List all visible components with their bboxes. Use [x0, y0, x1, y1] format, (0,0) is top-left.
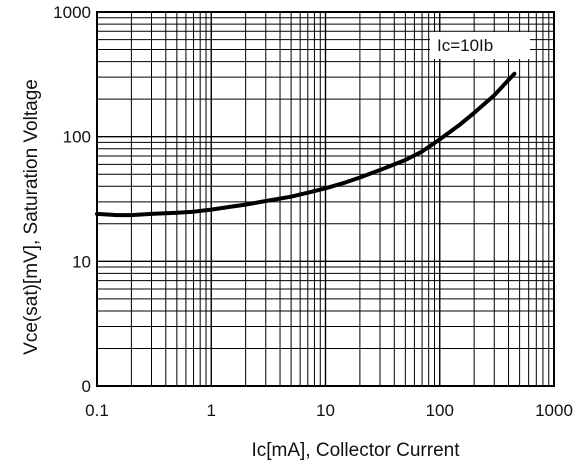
legend-label: Ic=10Ib	[437, 36, 493, 55]
y-tick-label: 10	[72, 252, 91, 271]
y-tick-label: 1000	[53, 3, 91, 22]
data-series-group	[95, 71, 517, 218]
legend-box	[430, 32, 530, 59]
y-tick-labels: 0 10 100 1000	[53, 3, 91, 396]
y-tick-label: 100	[63, 128, 91, 147]
x-axis-title: Ic[mA], Collector Current	[252, 440, 461, 461]
x-tick-labels: 0.1 1 10 100 1000	[85, 401, 573, 420]
x-tick-label: 100	[426, 401, 454, 420]
x-tick-label: 1000	[535, 401, 573, 420]
x-tick-label: 0.1	[85, 401, 109, 420]
series-line	[95, 71, 517, 218]
plot-frame	[96, 11, 555, 387]
y-axis-title: Vce(sat)[mV], Saturation Voltage	[21, 79, 42, 355]
legend: Ic=10Ib	[430, 32, 530, 59]
grid-lines	[96, 12, 554, 387]
x-tick-label: 1	[207, 401, 216, 420]
x-tick-label: 10	[316, 401, 335, 420]
y-tick-label: 0	[82, 377, 91, 396]
